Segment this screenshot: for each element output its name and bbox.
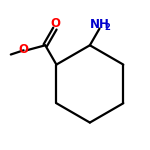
Text: O: O bbox=[50, 17, 60, 30]
Text: NH: NH bbox=[90, 18, 110, 31]
Text: O: O bbox=[18, 43, 28, 56]
Text: 2: 2 bbox=[105, 22, 111, 32]
